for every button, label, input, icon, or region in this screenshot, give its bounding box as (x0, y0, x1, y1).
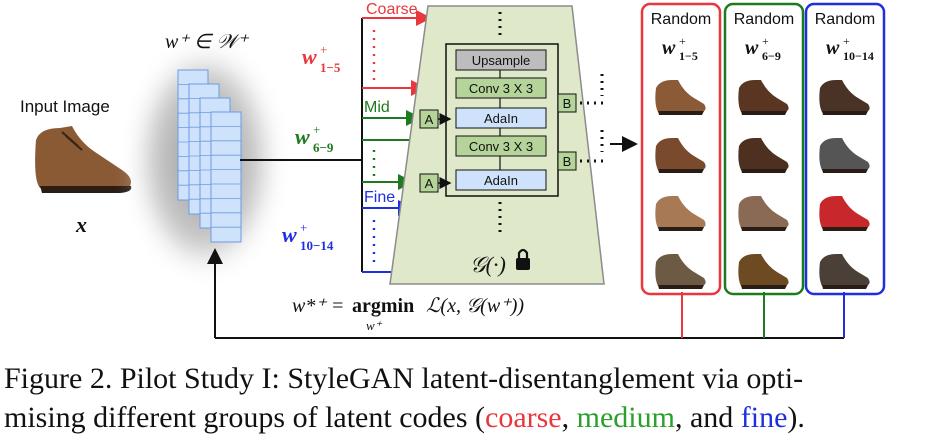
shoe-sample (655, 196, 706, 231)
generator-block-3: AdaIn (455, 107, 547, 136)
generator-block-label: Conv 3 X 3 (469, 139, 533, 154)
shoe-sample (819, 138, 870, 173)
output-title: Random (651, 11, 711, 28)
output-code: w (662, 37, 676, 59)
generator-blocks: Upsample Conv 3 X 3 AdaIn Conv 3 X 3 AdaIn (455, 49, 547, 191)
generator-block-label: AdaIn (484, 173, 518, 188)
caption-medium: medium (576, 401, 675, 434)
generator-block-label: Conv 3 X 3 (469, 81, 533, 96)
input-var: x (75, 212, 87, 237)
latent-grid-4 (210, 111, 242, 243)
objective-lhs: w*⁺ = (292, 295, 344, 317)
group-label-fine: Fine (364, 189, 395, 206)
group-code-coarse: w + 1−5 (302, 42, 341, 75)
shoe-sample (819, 80, 870, 115)
output-code-plus: + (762, 34, 769, 48)
mid-plus: + (313, 122, 320, 137)
caption-coarse: coarse (485, 401, 562, 434)
figure-caption: Figure 2. Pilot Study I: StyleGAN latent… (0, 359, 928, 437)
affine-label-a1: A (425, 112, 434, 127)
shoe-sample (819, 196, 870, 231)
objective-formula: w*⁺ = argmin w⁺ ℒ(x, 𝒢(w⁺)) (292, 295, 524, 333)
output-title: Random (815, 11, 875, 28)
caption-end: ). (787, 401, 805, 434)
latent-space-label: w⁺ ∈ 𝒲⁺ (165, 31, 249, 53)
generator-block-1: Upsample (455, 49, 547, 78)
group-code-mid: w + 6−9 (295, 122, 334, 155)
caption-sep2: , and (674, 401, 741, 434)
objective-op-sub: w⁺ (366, 318, 383, 333)
fine-sub: 10−14 (300, 238, 334, 253)
coarse-sub: 1−5 (320, 60, 341, 75)
shoe-sample (655, 254, 706, 289)
group-label-coarse: Coarse (366, 1, 418, 18)
input-label: Input Image (20, 97, 110, 116)
caption-line-1: Figure 2. Pilot Study I: StyleGAN latent… (4, 362, 804, 395)
output-code-sub: 6−9 (762, 49, 781, 63)
group-label-mid: Mid (364, 99, 390, 116)
generator-block-4: Conv 3 X 3 (455, 135, 547, 170)
generator-block-5: AdaIn (455, 169, 547, 191)
noise-box-b1 (557, 93, 577, 113)
generator-block-2: Conv 3 X 3 (455, 77, 547, 108)
shoe-sample (655, 138, 706, 173)
output-panel-3: Random w +10−14 (804, 2, 886, 296)
group-code-fine: w + 10−14 (282, 220, 334, 253)
caption-line-2: mising different groups of latent codes … (4, 398, 928, 437)
generator-block-label: AdaIn (484, 111, 518, 126)
generator-block-label: Upsample (472, 53, 531, 68)
output-code-plus: + (679, 34, 686, 48)
output-code-sub: 10−14 (843, 49, 874, 63)
coarse-w: w (302, 44, 317, 69)
lock-icon (516, 248, 530, 270)
shoe-sample (819, 254, 870, 289)
output-panel-1: Random w +1−5 (640, 2, 722, 296)
output-code-sub: 1−5 (679, 49, 698, 63)
noise-box-b2 (557, 151, 577, 171)
objective-op: argmin (352, 295, 414, 317)
noise-label-b2: B (563, 154, 572, 169)
fine-plus: + (300, 220, 307, 235)
output-code-plus: + (843, 34, 850, 48)
input-shoe-image (35, 126, 132, 193)
caption-part2: mising different groups of latent codes … (4, 401, 485, 434)
caption-sep1: , (561, 401, 577, 434)
shoe-sample (738, 80, 789, 115)
latent-code-stack (177, 69, 242, 243)
mid-sub: 6−9 (313, 140, 334, 155)
output-panel-2: Random w +6−9 (723, 2, 805, 296)
generator-symbol: 𝒢(·) (470, 252, 506, 277)
noise-label-b1: B (563, 96, 572, 111)
objective-rhs: ℒ(x, 𝒢(w⁺)) (426, 295, 524, 317)
output-code: w (826, 37, 840, 59)
fine-w: w (282, 222, 297, 247)
shoe-sample (655, 80, 706, 115)
coarse-plus: + (320, 42, 327, 57)
affine-label-a2: A (425, 176, 434, 191)
shoe-sample (738, 254, 789, 289)
shoe-sample (738, 138, 789, 173)
shoe-sample (738, 196, 789, 231)
output-code: w (745, 37, 759, 59)
mid-w: w (295, 124, 310, 149)
caption-fine: fine (740, 401, 788, 434)
output-title: Random (734, 11, 794, 28)
